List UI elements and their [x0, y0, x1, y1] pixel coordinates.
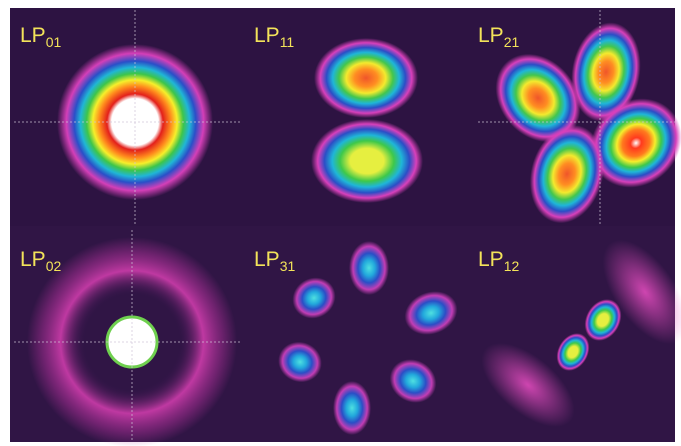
mode-lobe — [311, 119, 423, 203]
mode-label-subscript: 02 — [46, 258, 62, 274]
mode-image: LP01LP11LP21LP02LP31LP12 — [0, 0, 681, 446]
mode-label-main: LP — [254, 24, 280, 47]
mode-label-main: LP — [478, 248, 504, 271]
mode-lobe — [333, 381, 371, 435]
mode-lobe — [349, 241, 389, 295]
mode-label-subscript: 12 — [504, 258, 520, 274]
mode-label-subscript: 11 — [280, 34, 295, 50]
mode-label-main: LP — [478, 24, 504, 47]
mode-label-subscript: 21 — [504, 34, 520, 50]
mode-label-main: LP — [254, 248, 280, 271]
page: LP01LP11LP21LP02LP31LP12 (() => { const … — [0, 0, 681, 446]
mode-label-main: LP — [20, 248, 46, 271]
mode-label-subscript: 01 — [46, 34, 62, 50]
mode-label-main: LP — [20, 24, 46, 47]
mode-label-subscript: 31 — [280, 258, 296, 274]
mode-lobe — [314, 38, 418, 118]
